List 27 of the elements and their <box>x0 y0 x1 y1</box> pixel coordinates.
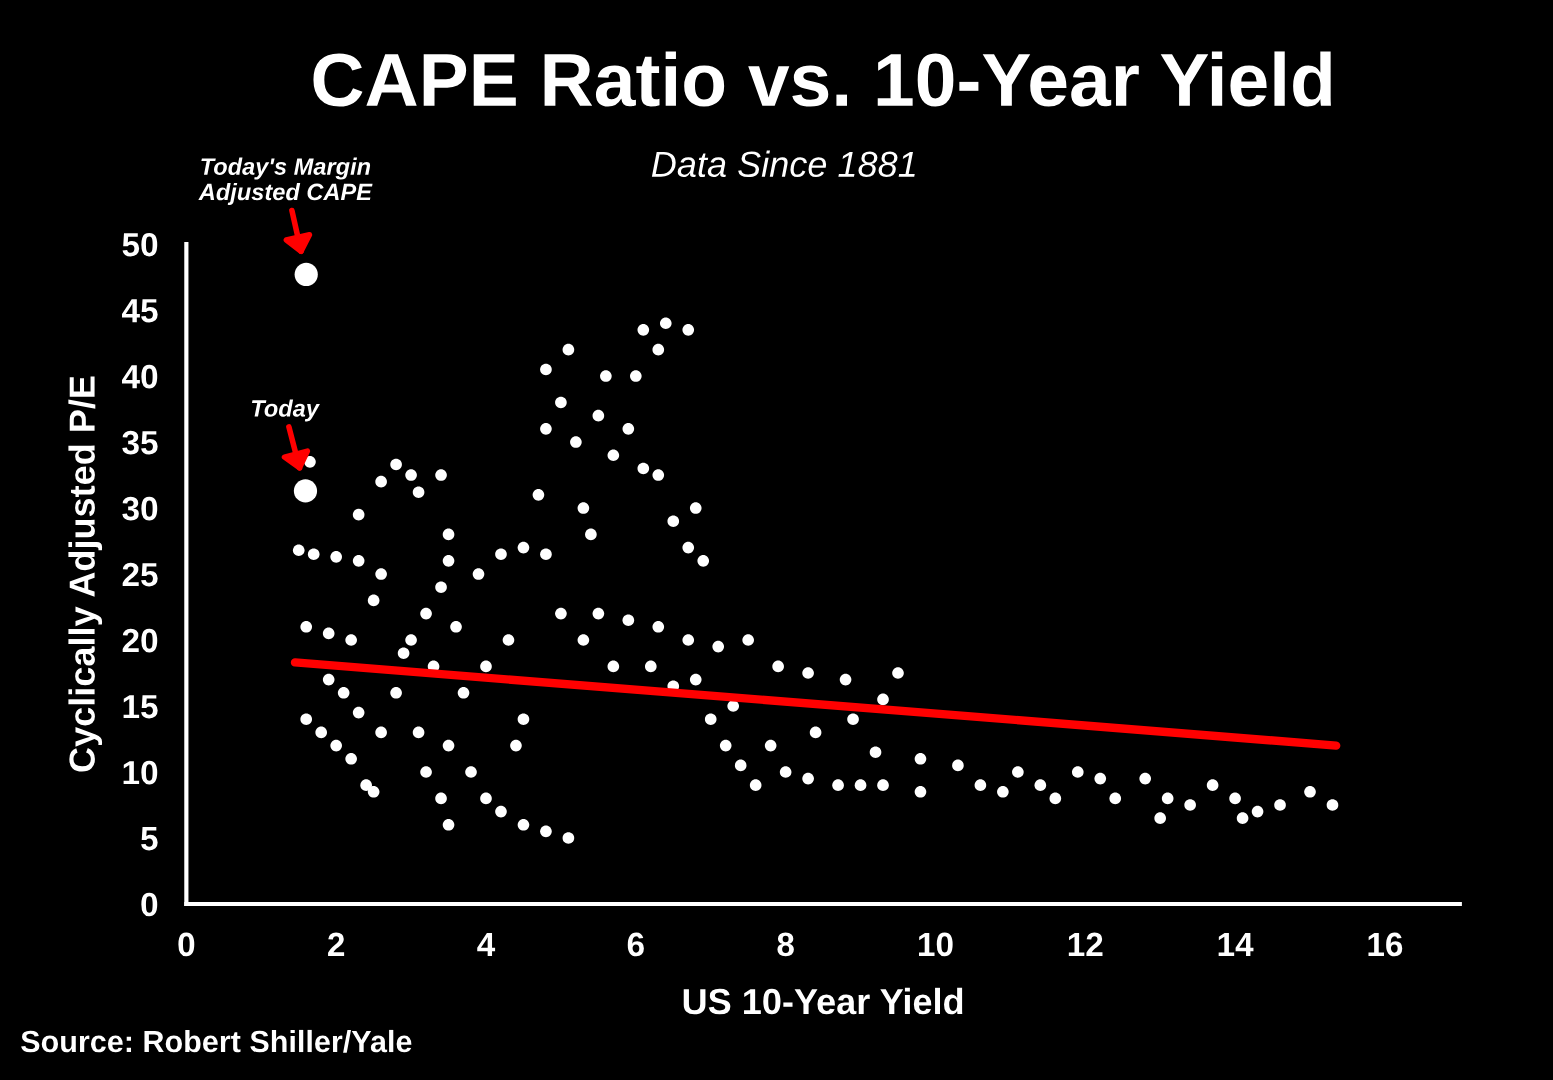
x-tick-label: 12 <box>1068 932 1103 956</box>
x-tick-label: 0 <box>178 932 195 957</box>
x-tick-label: 4 <box>477 932 496 956</box>
y-tick-label: 5 <box>141 827 158 851</box>
y-tick-label: 25 <box>122 562 158 587</box>
y-tick-label: 50 <box>122 232 158 257</box>
x-tick-label: 16 <box>1368 932 1403 957</box>
y-tick-label: 10 <box>123 760 158 785</box>
source-note: Source: Robert Shiller/Yale <box>21 1029 412 1053</box>
y-tick-label: 30 <box>122 496 158 521</box>
chart-title: CAPE Ratio vs. 10-Year Yield <box>313 51 1331 107</box>
x-tick-label: 8 <box>777 932 794 957</box>
annotation: Today <box>251 399 320 422</box>
y-tick-label: 15 <box>123 695 158 719</box>
x-tick-label: 14 <box>1218 932 1254 956</box>
y-tick-label: 45 <box>122 299 158 323</box>
y-tick-label: 20 <box>122 628 158 653</box>
y-tick-label: 0 <box>141 892 158 917</box>
y-tick-label: 40 <box>122 364 158 389</box>
x-tick-label: 6 <box>627 932 644 957</box>
x-tick-label: 10 <box>919 932 953 957</box>
y-axis-title: Cyclically Adjusted P/E <box>68 376 103 772</box>
x-axis-title: US 10-Year Yield <box>683 987 963 1015</box>
x-tick-label: 2 <box>328 932 345 956</box>
chart-subtitle: Data Since 1881 <box>651 150 915 178</box>
annotation: Today's Margin Adjusted CAPE <box>198 157 373 205</box>
y-tick-label: 35 <box>122 430 158 455</box>
